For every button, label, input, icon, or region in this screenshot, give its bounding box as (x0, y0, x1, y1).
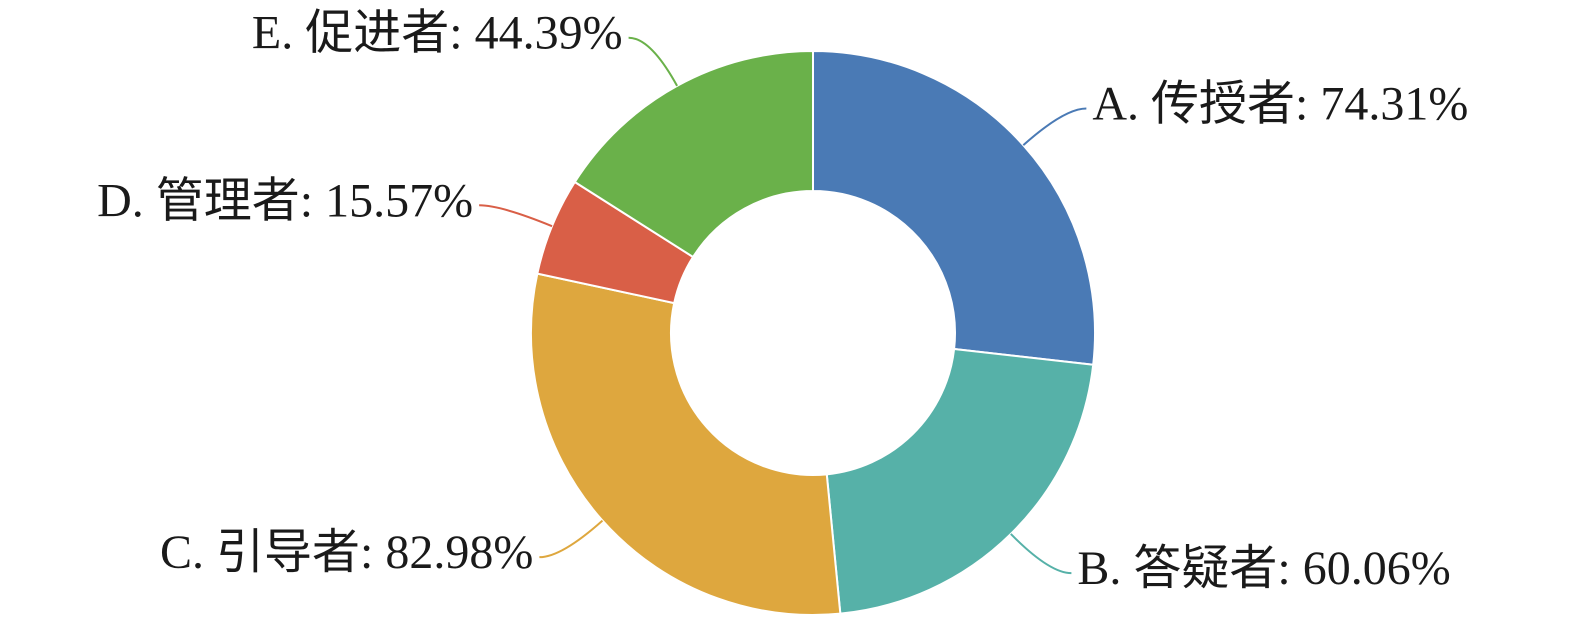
leader-line (479, 204, 553, 228)
slice-label: B. 答疑者: 60.06% (1077, 542, 1450, 595)
leader-line (539, 519, 604, 559)
slice (573, 49, 814, 259)
leader-line (628, 36, 678, 87)
slice-label: E. 促进者: 44.39% (252, 7, 623, 60)
slice-label: A. 传授者: 74.31% (1092, 78, 1468, 131)
slice (812, 49, 1096, 366)
slice (530, 272, 842, 616)
slice-label: D. 管理者: 15.57% (97, 174, 473, 227)
leader-line (1010, 533, 1072, 575)
slice-label: C. 引导者: 82.98% (160, 526, 533, 579)
leader-line (1022, 107, 1087, 146)
slice (825, 347, 1095, 615)
